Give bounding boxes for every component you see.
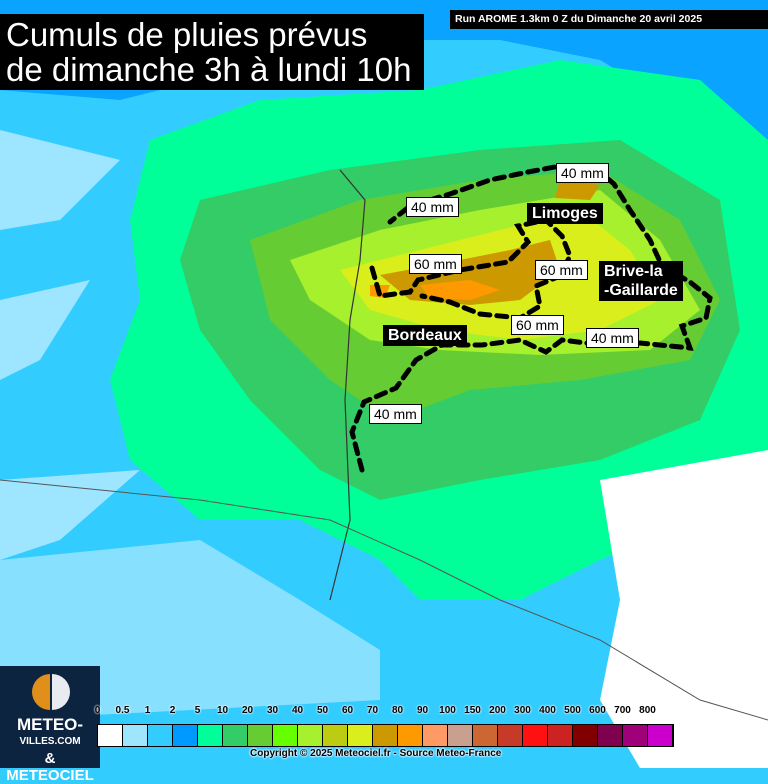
contour-label: 40 mm	[586, 328, 639, 348]
legend-swatch	[448, 725, 473, 746]
legend-swatch	[598, 725, 623, 746]
legend-label: 600	[589, 705, 606, 716]
legend-swatch	[498, 725, 523, 746]
legend-colorbar	[97, 724, 674, 747]
contour-40mm	[349, 163, 713, 473]
legend-swatch	[98, 725, 123, 746]
legend-label: 30	[266, 705, 279, 716]
legend-label: 150	[464, 705, 481, 716]
legend-swatch	[148, 725, 173, 746]
legend-label: 0	[94, 705, 101, 716]
logo-moon-icon	[32, 674, 70, 710]
legend-swatch	[573, 725, 598, 746]
legend-swatch	[623, 725, 648, 746]
legend-label: 50	[316, 705, 329, 716]
legend-swatch	[348, 725, 373, 746]
city-brive: Brive-la -Gaillarde	[599, 261, 683, 301]
legend-swatch	[273, 725, 298, 746]
legend-swatch	[548, 725, 573, 746]
legend-swatch	[298, 725, 323, 746]
legend-label: 700	[614, 705, 631, 716]
logo-line1: METEO-	[16, 715, 84, 734]
legend-label: 90	[416, 705, 429, 716]
legend-label: 70	[366, 705, 379, 716]
rainfall-map	[0, 0, 768, 768]
legend-label: 500	[564, 705, 581, 716]
legend-label: 800	[639, 705, 656, 716]
legend-label: 60	[341, 705, 354, 716]
contour-label: 40 mm	[406, 197, 459, 217]
city-bordeaux: Bordeaux	[383, 325, 467, 346]
contour-label: 40 mm	[556, 163, 609, 183]
legend-swatch	[423, 725, 448, 746]
contour-label: 60 mm	[409, 254, 462, 274]
contour-label: 60 mm	[511, 315, 564, 335]
legend-swatch	[123, 725, 148, 746]
contour-label: 60 mm	[535, 260, 588, 280]
legend-label: 400	[539, 705, 556, 716]
legend-label: 300	[514, 705, 531, 716]
legend-label: 40	[291, 705, 304, 716]
legend-swatch	[223, 725, 248, 746]
legend-swatch	[398, 725, 423, 746]
legend-label: 10	[216, 705, 229, 716]
legend-swatch	[473, 725, 498, 746]
legend-label: 5	[194, 705, 201, 716]
legend-swatch	[373, 725, 398, 746]
logo-line3: & METEOCIEL	[6, 750, 94, 784]
run-info: Run AROME 1.3km 0 Z du Dimanche 20 avril…	[450, 10, 768, 29]
map-title: Cumuls de pluies prévus de dimanche 3h à…	[0, 14, 424, 90]
legend-swatch	[323, 725, 348, 746]
meteo-villes-logo: METEO- VILLES.COM	[0, 666, 100, 768]
logo-line2: VILLES.COM	[19, 736, 81, 747]
legend-swatch	[648, 725, 673, 746]
city-limoges: Limoges	[527, 203, 603, 224]
copyright: Copyright © 2025 Meteociel.fr - Source M…	[250, 748, 502, 759]
contour-label: 40 mm	[369, 404, 422, 424]
legend-label: 80	[391, 705, 404, 716]
legend-label: 20	[241, 705, 254, 716]
legend-swatch	[173, 725, 198, 746]
legend-swatch	[198, 725, 223, 746]
legend-label: 100	[439, 705, 456, 716]
legend-label: 0.5	[115, 705, 130, 716]
legend-label: 1	[144, 705, 151, 716]
legend-swatch	[248, 725, 273, 746]
legend-label: 200	[489, 705, 506, 716]
legend-swatch	[523, 725, 548, 746]
legend-label: 2	[169, 705, 176, 716]
